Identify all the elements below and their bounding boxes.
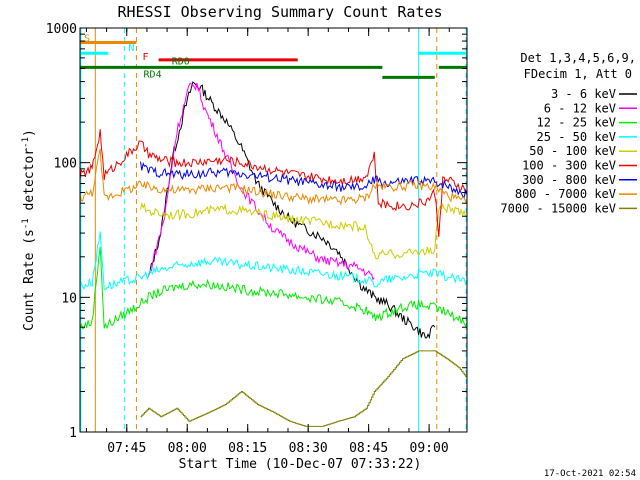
flag-label-rd4: RD4 [144, 69, 162, 80]
y-axis-title: Count Rate (s-1 detector-1) [21, 129, 37, 331]
y-axis-title-sup2: -1 [21, 137, 31, 148]
series-line-8 [80, 148, 467, 206]
plot-area: S NF RD0 RD4 [80, 28, 467, 432]
flag-label-rd0: RD0 [172, 56, 190, 67]
series-line-7 [140, 161, 467, 200]
flag-label-s: S [84, 34, 90, 45]
y-axis-title-tail: detector [22, 148, 37, 219]
legend: Det 1,3,4,5,6,9, FDecim 1, Att 0 3 - 6 k… [500, 51, 637, 215]
legend-label-8: 800 - 7000 keV [515, 187, 616, 201]
x-tick-label-1: 08:00 [168, 441, 207, 456]
legend-label-3: 12 - 25 keV [537, 116, 616, 130]
y-tick-label-1: 10 [61, 291, 77, 306]
y-tick-label-0: 1 [69, 426, 77, 441]
x-axis-title: Start Time (10-Dec-07 07:33:22) [179, 457, 422, 472]
y-axis-title-sup: -1 [21, 218, 31, 229]
series-line-3 [80, 247, 467, 330]
series-line-2 [148, 82, 375, 281]
y-axis-title-close: ) [22, 129, 37, 137]
x-tick-label-5: 09:00 [410, 441, 449, 456]
footer-date: 17-Oct-2021 02:54 [544, 469, 636, 479]
series-line-9 [140, 350, 467, 427]
axis-ticks: 1 10 100 1000 07:45 08:00 08:15 08:30 08:45 09:00 [46, 22, 467, 456]
legend-label-7: 300 - 800 keV [522, 173, 616, 187]
series-line-4 [80, 231, 467, 291]
legend-label-6: 100 - 300 keV [522, 159, 616, 173]
flag-label-n: N [128, 43, 134, 54]
legend-label-9: 7000 - 15000 keV [500, 201, 616, 215]
series-line-1 [148, 81, 436, 339]
legend-label-1: 3 - 6 keV [551, 87, 616, 101]
legend-label-2: 6 - 12 keV [544, 101, 616, 115]
series-line-6 [80, 129, 467, 238]
x-tick-label-3: 08:30 [289, 441, 328, 456]
plot-clip-group [80, 28, 467, 432]
legend-label-4: 25 - 50 keV [537, 130, 616, 144]
x-tick-label-2: 08:15 [228, 441, 267, 456]
y-tick-label-3: 1000 [46, 22, 77, 37]
flag-label-f: F [142, 52, 148, 63]
x-tick-label-0: 07:45 [107, 441, 146, 456]
y-tick-label-2: 100 [54, 157, 77, 172]
legend-label-5: 50 - 100 keV [529, 144, 616, 158]
legend-header-line-2: FDecim 1, Att 0 [524, 67, 632, 81]
chart-title: RHESSI Observing Summary Count Rates [117, 3, 442, 21]
y-axis-title-main: Count Rate (s [22, 229, 37, 331]
legend-header-line-1: Det 1,3,4,5,6,9, [520, 51, 636, 65]
x-tick-label-4: 08:45 [349, 441, 388, 456]
plot-frame [79, 27, 468, 433]
series-line-5 [140, 201, 467, 260]
